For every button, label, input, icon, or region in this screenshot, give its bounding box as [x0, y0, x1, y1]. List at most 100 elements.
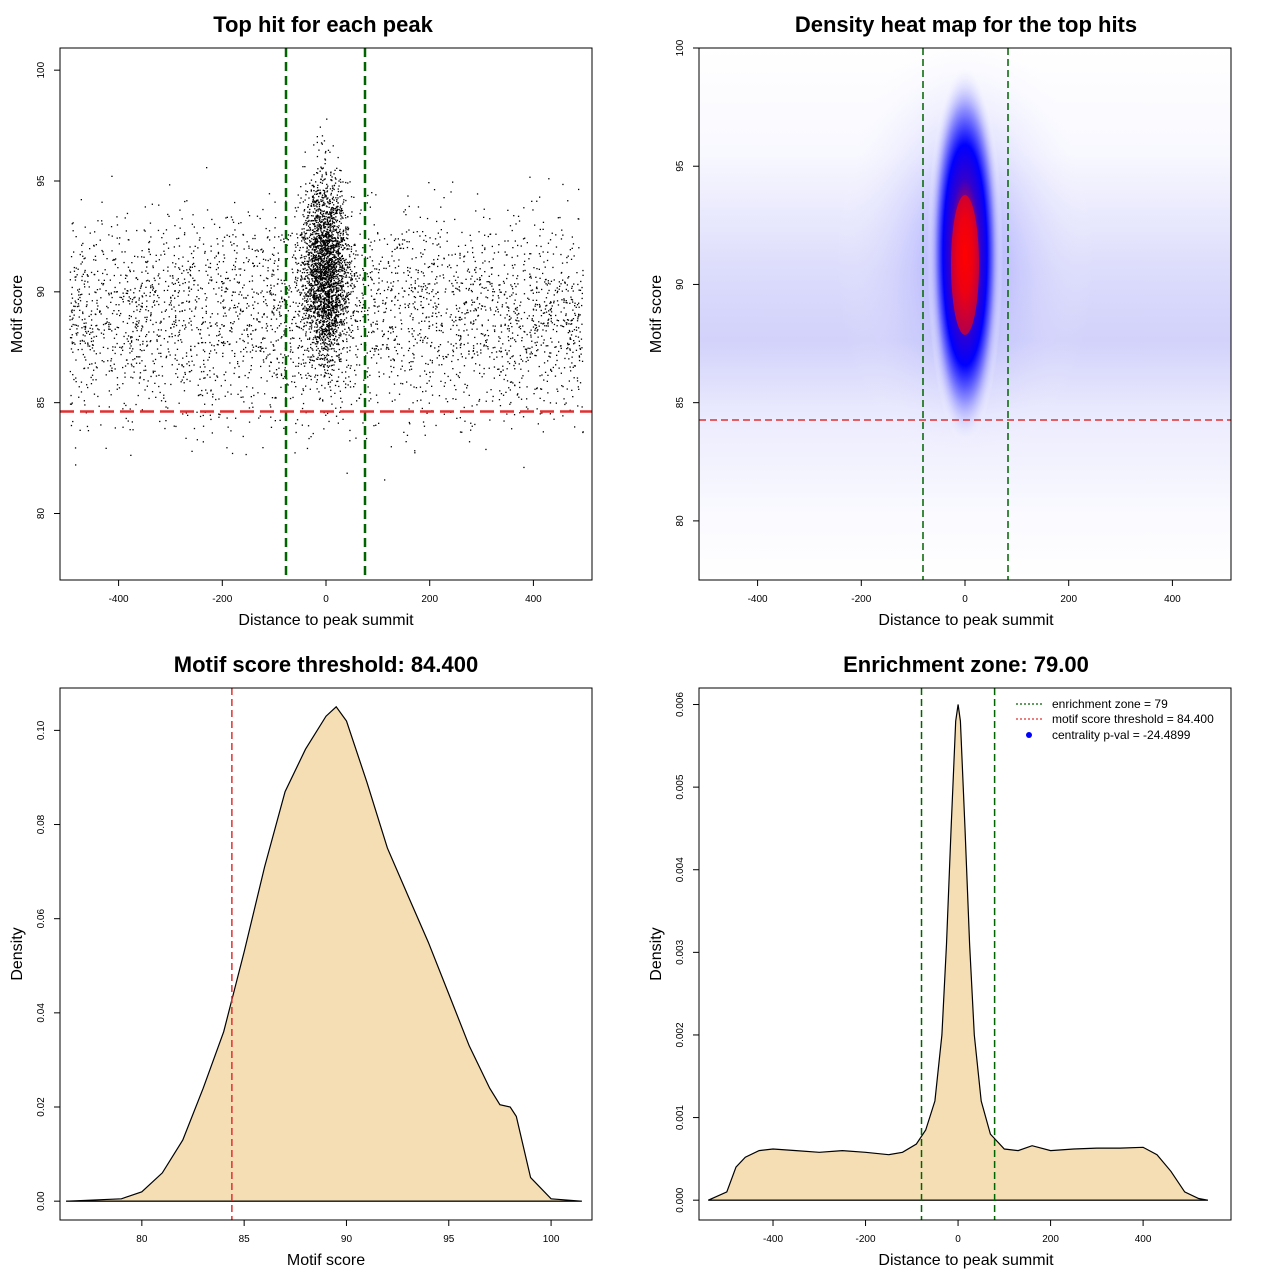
scatter-point: [310, 359, 312, 361]
scatter-point: [176, 348, 179, 350]
scatter-point: [199, 333, 201, 335]
scatter-point: [94, 291, 96, 293]
scatter-point: [243, 329, 245, 331]
scatter-point: [329, 280, 331, 282]
scatter-point: [197, 247, 199, 249]
scatter-point: [302, 236, 304, 238]
scatter-point: [579, 314, 581, 316]
scatter-point: [431, 271, 433, 273]
scatter-point: [80, 199, 82, 201]
scatter-point: [328, 312, 330, 314]
scatter-point: [335, 216, 337, 218]
scatter-point: [509, 389, 511, 391]
scatter-point: [159, 335, 161, 337]
scatter-point: [437, 303, 440, 305]
scatter-point: [324, 317, 326, 320]
scatter-point: [300, 292, 303, 294]
scatter-point: [200, 371, 203, 373]
scatter-point: [254, 301, 256, 303]
scatter-point: [226, 417, 228, 419]
scatter-point: [430, 345, 432, 347]
scatter-point: [255, 345, 257, 347]
scatter-point: [332, 270, 334, 272]
scatter-point: [268, 193, 271, 195]
scatter-point: [378, 422, 380, 424]
scatter-point: [551, 341, 553, 343]
scatter-point: [388, 392, 391, 394]
scatter-point: [221, 324, 223, 326]
scatter-point: [329, 219, 331, 221]
scatter-point: [466, 329, 468, 331]
scatter-point: [372, 321, 374, 324]
scatter-point: [308, 374, 310, 377]
scatter-point: [356, 280, 358, 282]
scatter-point: [171, 364, 173, 366]
scatter-point: [150, 286, 152, 289]
scatter-point: [321, 216, 323, 218]
scatter-point: [260, 365, 262, 368]
scatter-point: [197, 384, 199, 386]
scatter-point: [516, 306, 518, 309]
scatter-point: [400, 382, 402, 385]
scatter-point: [550, 368, 552, 371]
scatter-point: [182, 413, 184, 415]
scatter-point: [505, 302, 507, 304]
scatter-point: [321, 330, 324, 333]
scatter-point: [377, 232, 379, 234]
scatter-point: [504, 349, 507, 351]
scatter-point: [140, 330, 142, 332]
scatter-point: [334, 392, 336, 394]
scatter-point: [144, 389, 146, 391]
scatter-point: [234, 355, 236, 357]
scatter-point: [419, 386, 422, 388]
scatter-point: [319, 271, 321, 273]
scatter-point: [324, 338, 326, 340]
scatter-point: [319, 286, 321, 288]
scatter-point: [495, 233, 497, 235]
scatter-point: [417, 206, 420, 208]
scatter-point: [322, 323, 324, 326]
scatter-point: [84, 404, 86, 406]
scatter-point: [334, 169, 336, 171]
scatter-point: [552, 253, 555, 255]
scatter-point: [562, 326, 565, 328]
scatter-point: [291, 337, 294, 339]
scatter-point: [256, 265, 259, 267]
scatter-point: [457, 310, 460, 312]
scatter-point: [342, 340, 344, 342]
scatter-point: [342, 230, 345, 232]
scatter-point: [97, 270, 99, 272]
scatter-point: [312, 275, 315, 277]
scatter-point: [165, 330, 167, 332]
scatter-point: [314, 244, 316, 246]
scatter-point: [193, 262, 195, 265]
scatter-point: [560, 238, 563, 240]
scatter-point: [302, 402, 305, 405]
scatter-point: [207, 327, 209, 329]
scatter-point: [355, 272, 358, 274]
scatter-point: [318, 271, 320, 273]
scatter-point: [452, 355, 454, 357]
scatter-point: [347, 306, 349, 308]
scatter-point: [336, 287, 338, 289]
scatter-point: [343, 289, 345, 292]
scatter-point: [189, 308, 191, 310]
scatter-point: [116, 377, 119, 379]
scatter-point: [111, 370, 113, 372]
scatter-point: [182, 282, 184, 285]
scatter-point: [321, 135, 324, 137]
scatter-point: [296, 279, 298, 282]
scatter-point: [484, 305, 486, 308]
scatter-point: [344, 306, 346, 308]
scatter-point: [184, 371, 186, 374]
scatter-point: [150, 340, 152, 342]
scatter-point: [503, 420, 505, 422]
scatter-point: [238, 302, 240, 305]
scatter-point: [319, 304, 321, 307]
scatter-point: [199, 237, 201, 239]
scatter-point: [489, 307, 491, 309]
scatter-point: [509, 318, 511, 321]
scatter-point: [404, 370, 406, 372]
scatter-point: [270, 341, 272, 343]
scatter-point: [152, 301, 155, 303]
